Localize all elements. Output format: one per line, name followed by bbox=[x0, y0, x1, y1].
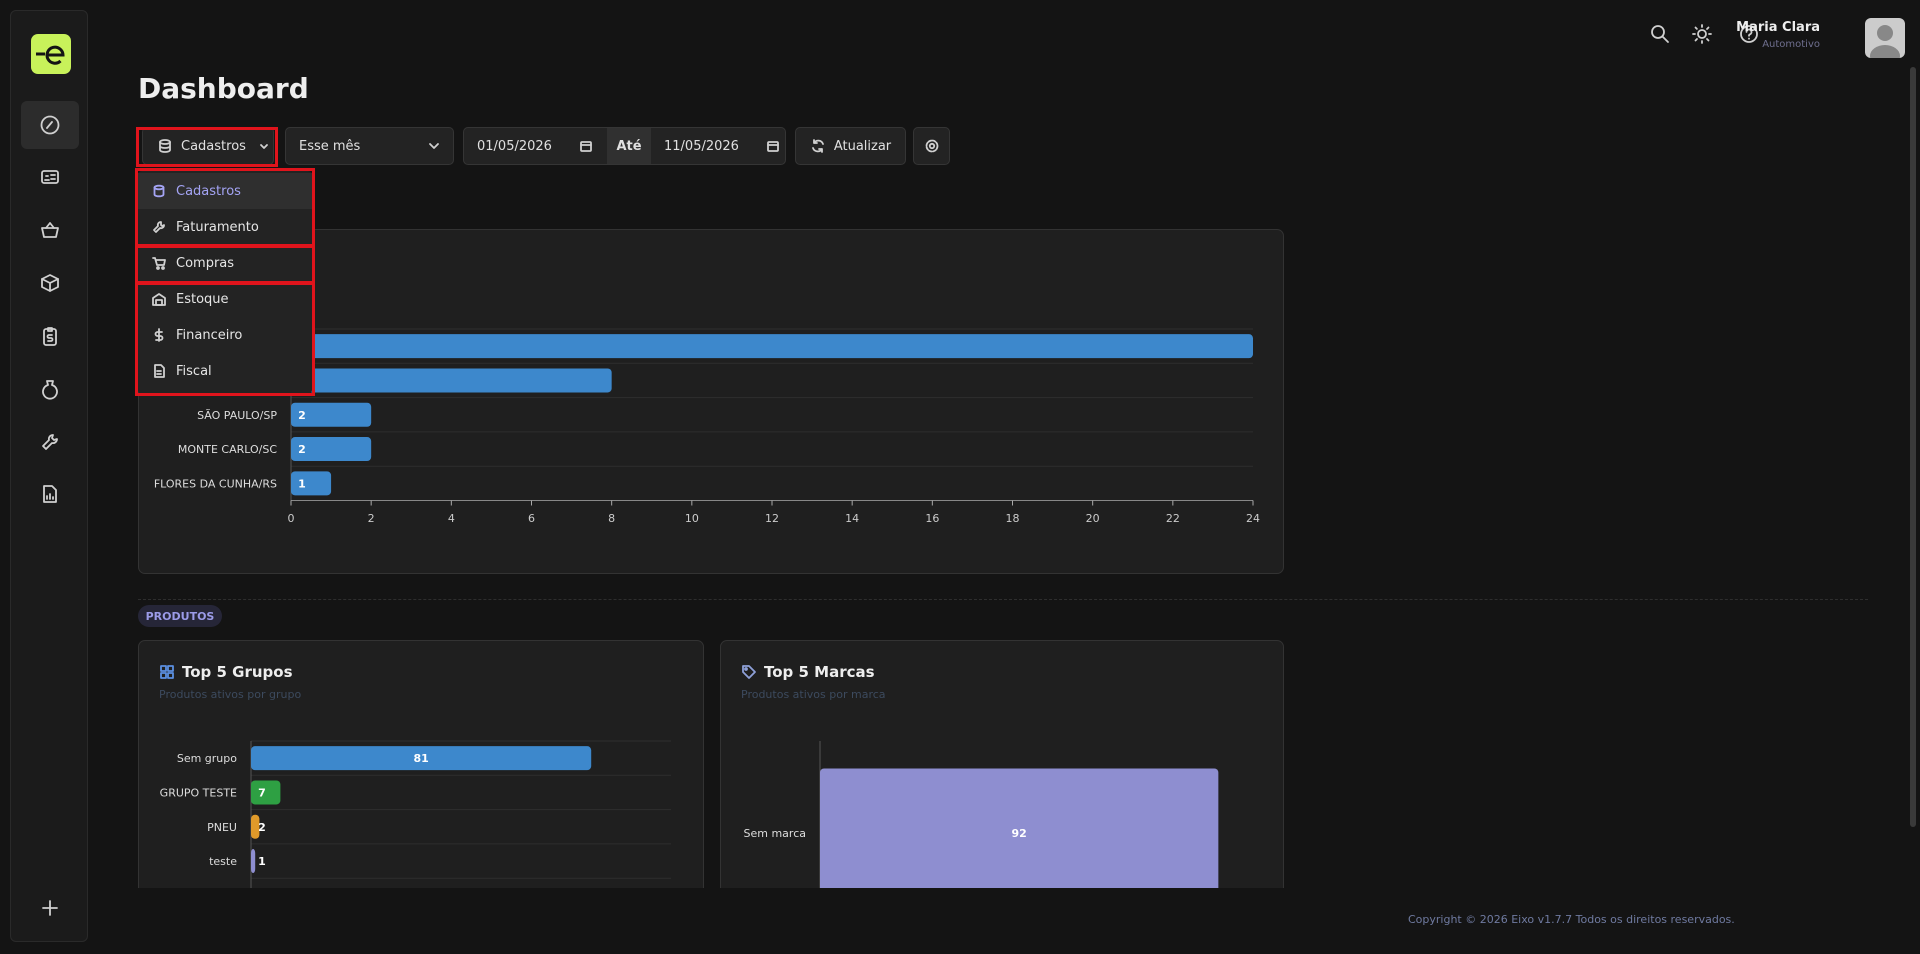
menu-label: Fiscal bbox=[176, 363, 212, 379]
chart-subtitle: Produtos ativos por grupo bbox=[159, 688, 302, 701]
menu-item[interactable]: Cadastros bbox=[138, 173, 312, 209]
module-label: Cadastros bbox=[181, 138, 246, 154]
highlight-box bbox=[135, 245, 315, 284]
menu-label: Estoque bbox=[176, 291, 229, 307]
menu-item[interactable]: Compras bbox=[138, 245, 312, 281]
grid-icon bbox=[160, 665, 174, 679]
nav-dashboard[interactable] bbox=[21, 101, 79, 149]
nav-produtos[interactable] bbox=[21, 259, 79, 307]
nav-financeiro[interactable] bbox=[21, 312, 79, 360]
user-role: Automotivo bbox=[1762, 39, 1820, 50]
date-range: 01/05/2026 Até 11/05/2026 bbox=[463, 127, 786, 165]
page-title: Dashboard bbox=[138, 72, 309, 105]
avatar[interactable] bbox=[1865, 18, 1905, 58]
highlight-box bbox=[135, 282, 315, 396]
date-from[interactable]: 01/05/2026 bbox=[477, 138, 552, 154]
menu-label: Financeiro bbox=[176, 327, 243, 343]
highlight-box bbox=[135, 168, 315, 247]
scroll-area: Top 5 Grupos Produtos ativos por grupo T… bbox=[138, 640, 1284, 888]
chart-title: Top 5 Marcas bbox=[764, 663, 875, 681]
tag-icon bbox=[742, 665, 756, 679]
nav-vendas[interactable] bbox=[21, 206, 79, 254]
nav-servicos[interactable] bbox=[21, 418, 79, 466]
highlight-box bbox=[136, 127, 278, 167]
chart-title: Top 5 Grupos bbox=[182, 663, 293, 681]
menu-item[interactable]: Fiscal bbox=[138, 353, 312, 389]
scrollbar[interactable] bbox=[1910, 67, 1916, 827]
logo-mark bbox=[36, 45, 65, 65]
nav-caixa[interactable] bbox=[21, 365, 79, 413]
logo[interactable] bbox=[31, 34, 71, 74]
menu-label: Compras bbox=[176, 255, 235, 271]
menu-item[interactable]: Estoque bbox=[138, 281, 312, 317]
nav-cadastros[interactable] bbox=[21, 153, 79, 201]
search-icon[interactable] bbox=[1650, 24, 1670, 44]
footer: Copyright © 2026 Eixo v1.7.7 Todos os di… bbox=[1408, 913, 1735, 926]
sidebar bbox=[10, 10, 88, 942]
refresh-button[interactable]: Atualizar bbox=[795, 127, 906, 165]
chart-subtitle: Produtos ativos por marca bbox=[741, 688, 886, 701]
help-icon[interactable] bbox=[1739, 24, 1759, 44]
user-name: Maria Clara bbox=[1736, 20, 1820, 35]
chart-card bbox=[138, 229, 1284, 574]
section-label: PRODUTOS bbox=[138, 605, 222, 627]
divider bbox=[138, 599, 1868, 600]
nav-relatorios[interactable] bbox=[21, 470, 79, 518]
module-select[interactable]: Cadastros bbox=[142, 127, 274, 165]
period-select[interactable]: Esse mês bbox=[285, 127, 454, 165]
date-to[interactable]: 11/05/2026 bbox=[664, 138, 739, 154]
date-to-label: Até bbox=[607, 128, 651, 164]
refresh-label: Atualizar bbox=[833, 138, 892, 154]
menu-item[interactable]: Financeiro bbox=[138, 317, 312, 353]
nav-add[interactable] bbox=[21, 884, 79, 932]
menu-label: Cadastros bbox=[176, 183, 241, 199]
menu-label: Faturamento bbox=[176, 219, 259, 235]
theme-icon[interactable] bbox=[1692, 24, 1712, 44]
settings-button[interactable] bbox=[913, 127, 950, 165]
menu-item[interactable]: Faturamento bbox=[138, 209, 312, 245]
period-label: Esse mês bbox=[299, 138, 361, 154]
